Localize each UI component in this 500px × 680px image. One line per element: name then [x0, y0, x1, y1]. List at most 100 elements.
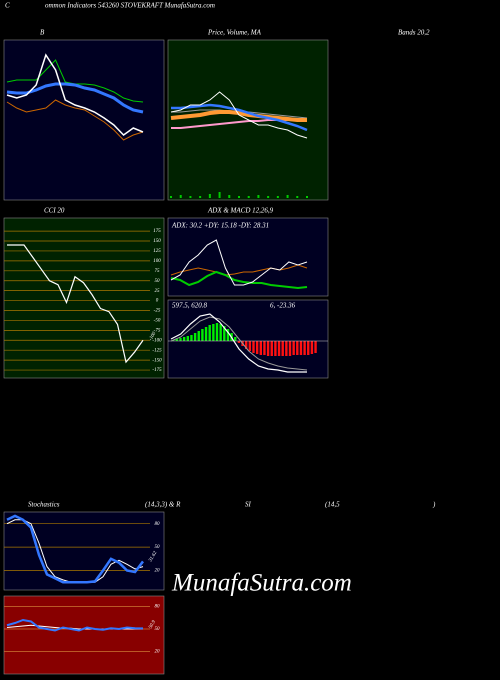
macd-bar: [266, 341, 270, 356]
chart-title: CCI 20: [44, 207, 65, 215]
panel: [3, 595, 165, 675]
y-tick-label: 50: [155, 627, 161, 632]
macd-bar: [281, 341, 284, 356]
macd-bar: [310, 341, 314, 354]
macd-bar: [255, 341, 259, 354]
indicator-info: 6, -23.36: [270, 302, 296, 310]
chart-title: ADX & MACD 12,26,9: [207, 207, 274, 215]
y-tick-label: -50: [154, 319, 161, 324]
macd-bar: [259, 341, 262, 355]
macd-bar: [263, 341, 266, 355]
chart-title: ): [432, 501, 436, 509]
panel: [3, 511, 165, 591]
chart-title: Bands 20,2: [398, 29, 430, 37]
indicator-info: ADX: 30.2 +DY: 15.18 -DY: 28.31: [171, 222, 269, 230]
macd-bar: [248, 341, 252, 351]
macd-bar: [288, 341, 292, 356]
macd-bar: [252, 341, 255, 353]
y-tick-label: 80: [155, 605, 161, 610]
macd-bar: [285, 341, 288, 356]
chart-title: B: [40, 29, 45, 37]
y-tick-label: 50: [155, 545, 161, 550]
volume-bar: [208, 194, 211, 198]
y-tick-label: 25: [155, 289, 161, 294]
macd-bar: [193, 333, 197, 341]
macd-bar: [274, 341, 277, 356]
chart-title: Price, Volume, MA: [207, 29, 262, 37]
y-tick-label: 20: [155, 650, 161, 655]
volume-bar: [247, 196, 250, 198]
macd-bar: [299, 341, 303, 355]
y-tick-label: -175: [152, 368, 162, 373]
volume-bar: [296, 196, 299, 198]
macd-bar: [223, 326, 226, 341]
y-tick-label: 100: [153, 259, 161, 264]
y-tick-label: 50: [155, 279, 161, 284]
panel: [3, 217, 165, 379]
y-tick-label: 175: [153, 229, 161, 234]
macd-bar: [197, 331, 200, 341]
volume-bar: [218, 192, 221, 198]
y-tick-label: -75: [154, 328, 161, 333]
macd-bar: [307, 341, 310, 355]
y-tick-label: -25: [154, 309, 161, 314]
series-line: [6, 514, 144, 584]
y-tick-label: 125: [153, 249, 161, 254]
indicator-info: 597.5, 620.8: [172, 302, 208, 310]
y-tick-label: -100: [152, 338, 162, 343]
header-title: ommon Indicators 543260 STOVEKRAFT Munaf…: [45, 2, 215, 10]
header-letter: C: [5, 2, 10, 10]
series-line: [6, 99, 144, 141]
volume-bar: [267, 196, 270, 198]
value-label: -100: [148, 331, 157, 342]
volume-bar: [306, 196, 308, 198]
y-tick-label: -150: [152, 358, 162, 363]
macd-bar: [245, 341, 248, 349]
volume-bar: [199, 196, 202, 198]
y-tick-label: 75: [155, 269, 161, 274]
macd-bar: [219, 324, 222, 341]
series-line: [170, 264, 308, 276]
volume-bar: [257, 195, 260, 198]
y-tick-label: -125: [152, 348, 162, 353]
chart-title: (14,5: [325, 501, 340, 509]
macd-bar: [186, 336, 189, 341]
macd-bar: [226, 329, 230, 341]
y-tick-label: 0: [156, 299, 159, 304]
series-line: [170, 91, 308, 139]
volume-bar: [286, 195, 289, 198]
series-line: [170, 239, 308, 286]
macd-bar: [314, 341, 317, 353]
macd-bar: [292, 341, 295, 355]
macd-bar: [215, 323, 219, 341]
macd-bar: [270, 341, 273, 356]
volume-bar: [228, 195, 231, 198]
volume-bar: [179, 195, 182, 198]
macd-bar: [303, 341, 306, 355]
macd-bar: [175, 339, 179, 341]
macd-bar: [179, 338, 182, 341]
macd-bar: [277, 341, 281, 356]
series-line: [170, 313, 307, 373]
series-line: [6, 618, 144, 632]
volume-bar: [238, 196, 240, 198]
chart-title: Stochastics: [28, 501, 60, 509]
series-line: [7, 244, 144, 364]
macd-bar: [201, 329, 204, 341]
series-line: [171, 103, 308, 132]
volume-bar: [189, 196, 192, 198]
macd-bar: [234, 337, 237, 341]
volume-bar: [276, 196, 279, 198]
panel: [3, 39, 165, 201]
value-label: 31.62: [148, 550, 158, 563]
y-tick-label: 20: [155, 569, 161, 574]
macd-bar: [208, 325, 211, 341]
chart-title: (14,3,3) & R: [145, 501, 181, 509]
value-label: 50.9: [148, 619, 157, 630]
macd-bar: [212, 324, 215, 341]
macd-bar: [182, 337, 186, 341]
macd-bar: [204, 327, 208, 341]
macd-bar: [296, 341, 299, 355]
series-line: [170, 270, 308, 290]
volume-bar: [170, 196, 172, 198]
